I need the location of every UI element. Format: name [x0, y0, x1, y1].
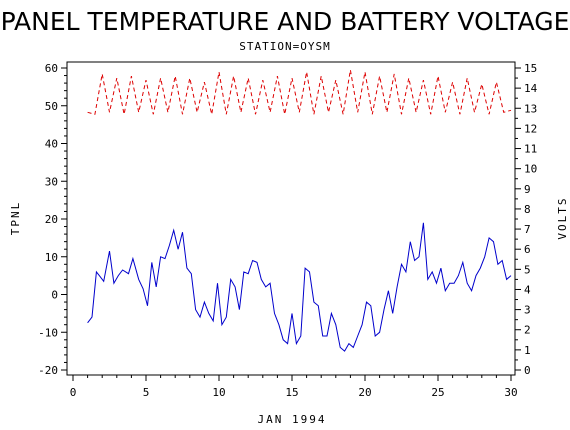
plot-frame [66, 61, 516, 376]
y-right-tick-label: 13 [524, 102, 537, 115]
y-left-tick-label: 0 [51, 289, 58, 302]
x-tick-label: 20 [358, 386, 371, 399]
y-left-tick-label: 30 [45, 175, 58, 188]
x-tick-label: 5 [143, 386, 150, 399]
y-left-tick-label: 10 [45, 251, 58, 264]
y-right-tick-label: 4 [524, 283, 531, 296]
y-right-tick-label: 1 [524, 344, 531, 357]
y-left-tick-label: -20 [38, 364, 58, 377]
chart-title: PANEL TEMPERATURE AND BATTERY VOLTAGE [1, 7, 570, 36]
y-right-tick-label: 12 [524, 122, 537, 135]
y-left-tick-label: 20 [45, 213, 58, 226]
x-tick-label: 15 [285, 386, 298, 399]
series-line-volts [87, 69, 512, 115]
series-line-tpnl [87, 222, 512, 352]
x-tick-label: 0 [70, 386, 77, 399]
y-right-tick-label: 3 [524, 304, 531, 317]
y-right-tick-label: 8 [524, 203, 531, 216]
y-left-tick-label: 40 [45, 138, 58, 151]
y-left-tick-label: 60 [45, 62, 58, 75]
y-left-axis: -20 -10 0 10 20 30 40 50 60 [38, 62, 67, 377]
x-tick-label: 25 [431, 386, 444, 399]
chart-subtitle: STATION=OYSM [239, 40, 330, 53]
y-left-tick-label: 50 [45, 100, 58, 113]
y-right-tick-label: 9 [524, 183, 531, 196]
y-right-tick-label: 5 [524, 263, 531, 276]
y-right-tick-label: 2 [524, 324, 531, 337]
x-axis-label: JAN 1994 [258, 413, 327, 426]
x-tick-label: 30 [504, 386, 517, 399]
y-left-axis-label: TPNL [9, 201, 22, 236]
y-right-tick-label: 11 [524, 143, 537, 156]
y-left-tick-label: -10 [38, 326, 58, 339]
series-layer [87, 69, 512, 352]
y-right-tick-label: 10 [524, 163, 537, 176]
x-tick-label: 10 [212, 386, 225, 399]
y-right-tick-label: 7 [524, 223, 531, 236]
y-right-tick-label: 15 [524, 62, 537, 75]
x-axis: 0 5 10 15 20 25 30 [70, 375, 518, 399]
y-right-tick-label: 0 [524, 364, 531, 377]
y-right-tick-label: 14 [524, 82, 538, 95]
y-right-axis-label: VOLTS [556, 196, 569, 239]
y-right-tick-label: 6 [524, 243, 531, 256]
